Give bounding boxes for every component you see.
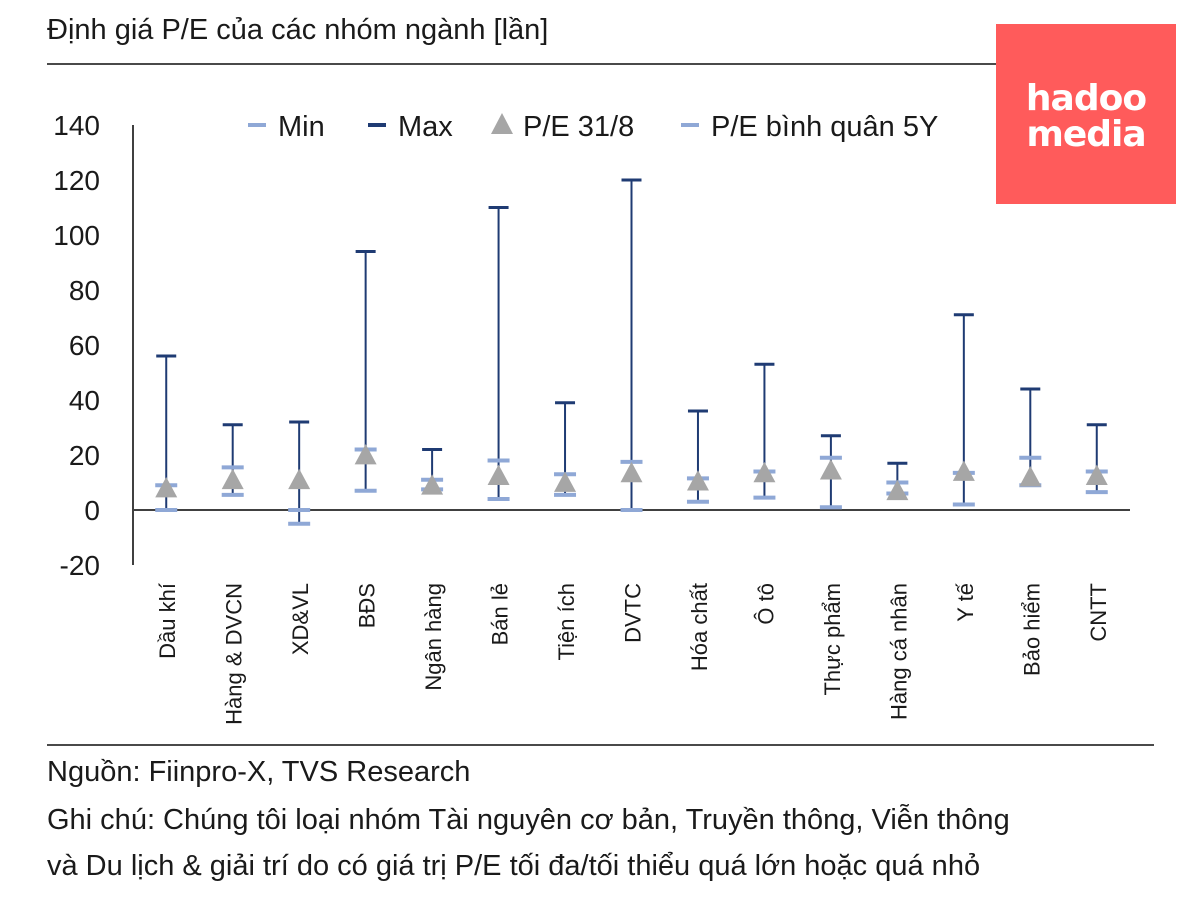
pe-current-marker (354, 444, 377, 465)
footnote-line-2: và Du lịch & giải trí do có giá trị P/E … (47, 850, 981, 882)
source-note: Nguồn: Fiinpro-X, TVS Research (47, 756, 471, 788)
pe-valuation-chart: 140 120 100 80 60 40 20 0 -20 Dầu khí Hàng & DVCN X… (53, 110, 1130, 725)
pe-current-marker (886, 479, 909, 501)
x-category-label: Ngân hàng (421, 583, 446, 691)
pe-current-marker (753, 461, 776, 483)
bottom-divider (47, 744, 1154, 746)
pe-current-marker (952, 460, 975, 481)
logo-line-2: media (1026, 114, 1146, 155)
x-category-label: Thực phẩm (820, 583, 845, 696)
pe-current-marker (487, 464, 510, 485)
pe-current-marker (686, 470, 709, 491)
legend-swatch (491, 113, 513, 134)
legend-label: Max (398, 111, 453, 143)
x-category-label: Dầu khí (155, 583, 180, 659)
x-category-label: Tiện ích (554, 583, 579, 660)
y-tick-label: 140 (53, 110, 100, 141)
legend-label: P/E 31/8 (523, 111, 634, 143)
y-tick-label: -20 (60, 550, 100, 581)
pe-current-marker (620, 461, 643, 483)
x-category-label: Y tế (953, 583, 978, 622)
pe-current-marker (155, 477, 178, 498)
chart-title: Định giá P/E của các nhóm ngành [lần] (47, 14, 549, 46)
x-category-label: Bảo hiểm (1019, 583, 1044, 676)
pe-current-marker (1085, 464, 1108, 485)
x-category-label: BĐS (355, 583, 380, 628)
logo-line-1: hadoo (1025, 78, 1147, 119)
pe-current-marker (819, 459, 842, 480)
pe-current-marker (288, 468, 311, 490)
x-category-label: XD&VL (288, 583, 313, 655)
x-category-label: Bán lẻ (488, 583, 513, 645)
y-tick-label: 0 (84, 495, 100, 526)
x-category-label: DVTC (621, 583, 646, 643)
y-tick-label: 80 (69, 275, 100, 306)
x-category-label: Hàng & DVCN (222, 583, 247, 725)
pe-current-marker (221, 468, 244, 490)
y-tick-label: 60 (69, 330, 100, 361)
y-tick-label: 100 (53, 220, 100, 251)
y-tick-label: 20 (69, 440, 100, 471)
pe-current-marker (554, 471, 577, 492)
pe-current-marker (1019, 466, 1042, 487)
legend-label: Min (278, 111, 325, 143)
footnote-line-1: Ghi chú: Chúng tôi loại nhóm Tài nguyên … (47, 804, 1010, 836)
top-divider (47, 63, 1154, 65)
x-category-label: Hàng cá nhân (886, 583, 911, 720)
pe-current-marker (421, 474, 444, 495)
x-category-label: CNTT (1086, 583, 1111, 642)
x-category-label: Hóa chất (687, 583, 712, 671)
y-tick-label: 120 (53, 165, 100, 196)
y-tick-label: 40 (69, 385, 100, 416)
x-category-label: Ô tô (753, 583, 778, 625)
hadoo-media-logo: hadoo media (996, 24, 1176, 204)
legend-label: P/E bình quân 5Y (711, 111, 938, 143)
